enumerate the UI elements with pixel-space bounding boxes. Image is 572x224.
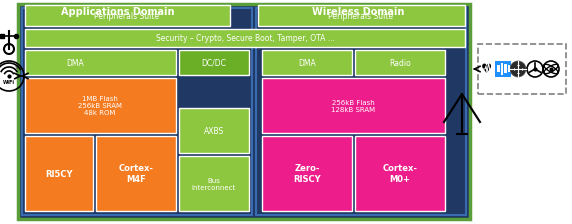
Bar <box>25 29 465 47</box>
Text: WiFi: WiFi <box>3 80 15 84</box>
Bar <box>25 136 93 211</box>
Text: 1MB Flash
256kB SRAM
48k ROM: 1MB Flash 256kB SRAM 48k ROM <box>78 96 122 116</box>
Bar <box>507 65 510 72</box>
Text: Zero-
RISCY: Zero- RISCY <box>293 164 321 184</box>
Text: ♥: ♥ <box>482 62 492 75</box>
Bar <box>497 65 499 72</box>
Bar <box>504 64 506 73</box>
Text: 256kB Flash
128kB SRAM: 256kB Flash 128kB SRAM <box>331 99 375 112</box>
Bar <box>25 78 176 133</box>
Text: Applications Domain: Applications Domain <box>61 7 175 17</box>
Bar <box>478 44 566 94</box>
Bar <box>96 136 176 211</box>
Text: DMA: DMA <box>298 58 316 67</box>
Text: Peripherals Suite: Peripherals Suite <box>94 11 160 21</box>
Bar <box>179 108 249 153</box>
Bar <box>262 136 352 211</box>
Bar <box>262 78 445 133</box>
Text: DMA: DMA <box>66 58 84 67</box>
Bar <box>179 156 249 211</box>
Bar <box>25 50 176 75</box>
Bar <box>179 50 249 75</box>
Text: RI5CY: RI5CY <box>45 170 73 179</box>
Text: Wireless Domain: Wireless Domain <box>312 7 404 17</box>
Text: Peripherals Suite: Peripherals Suite <box>328 11 394 21</box>
Bar <box>25 5 230 26</box>
Text: Cortex-
M4F: Cortex- M4F <box>118 164 153 184</box>
Bar <box>262 50 352 75</box>
Text: Cortex-
M0+: Cortex- M0+ <box>383 164 418 184</box>
Text: DC/DC: DC/DC <box>201 58 227 67</box>
Bar <box>478 44 566 94</box>
Bar <box>500 63 503 75</box>
Text: Bus
Interconnect: Bus Interconnect <box>192 177 236 190</box>
Text: TM: TM <box>14 66 19 70</box>
Bar <box>507 65 510 72</box>
Bar <box>495 61 511 77</box>
Bar <box>355 50 445 75</box>
Bar <box>258 5 465 26</box>
Bar <box>18 4 470 219</box>
Bar <box>504 64 506 73</box>
Text: AXBS: AXBS <box>204 127 224 136</box>
Circle shape <box>510 61 526 77</box>
Bar <box>355 136 445 211</box>
Text: Security – Crypto, Secure Boot, Tamper, OTA ...: Security – Crypto, Secure Boot, Tamper, … <box>156 34 335 43</box>
Bar <box>500 63 503 75</box>
Text: Radio: Radio <box>389 58 411 67</box>
Bar <box>22 8 252 215</box>
Bar <box>256 8 466 215</box>
Bar <box>497 65 499 72</box>
